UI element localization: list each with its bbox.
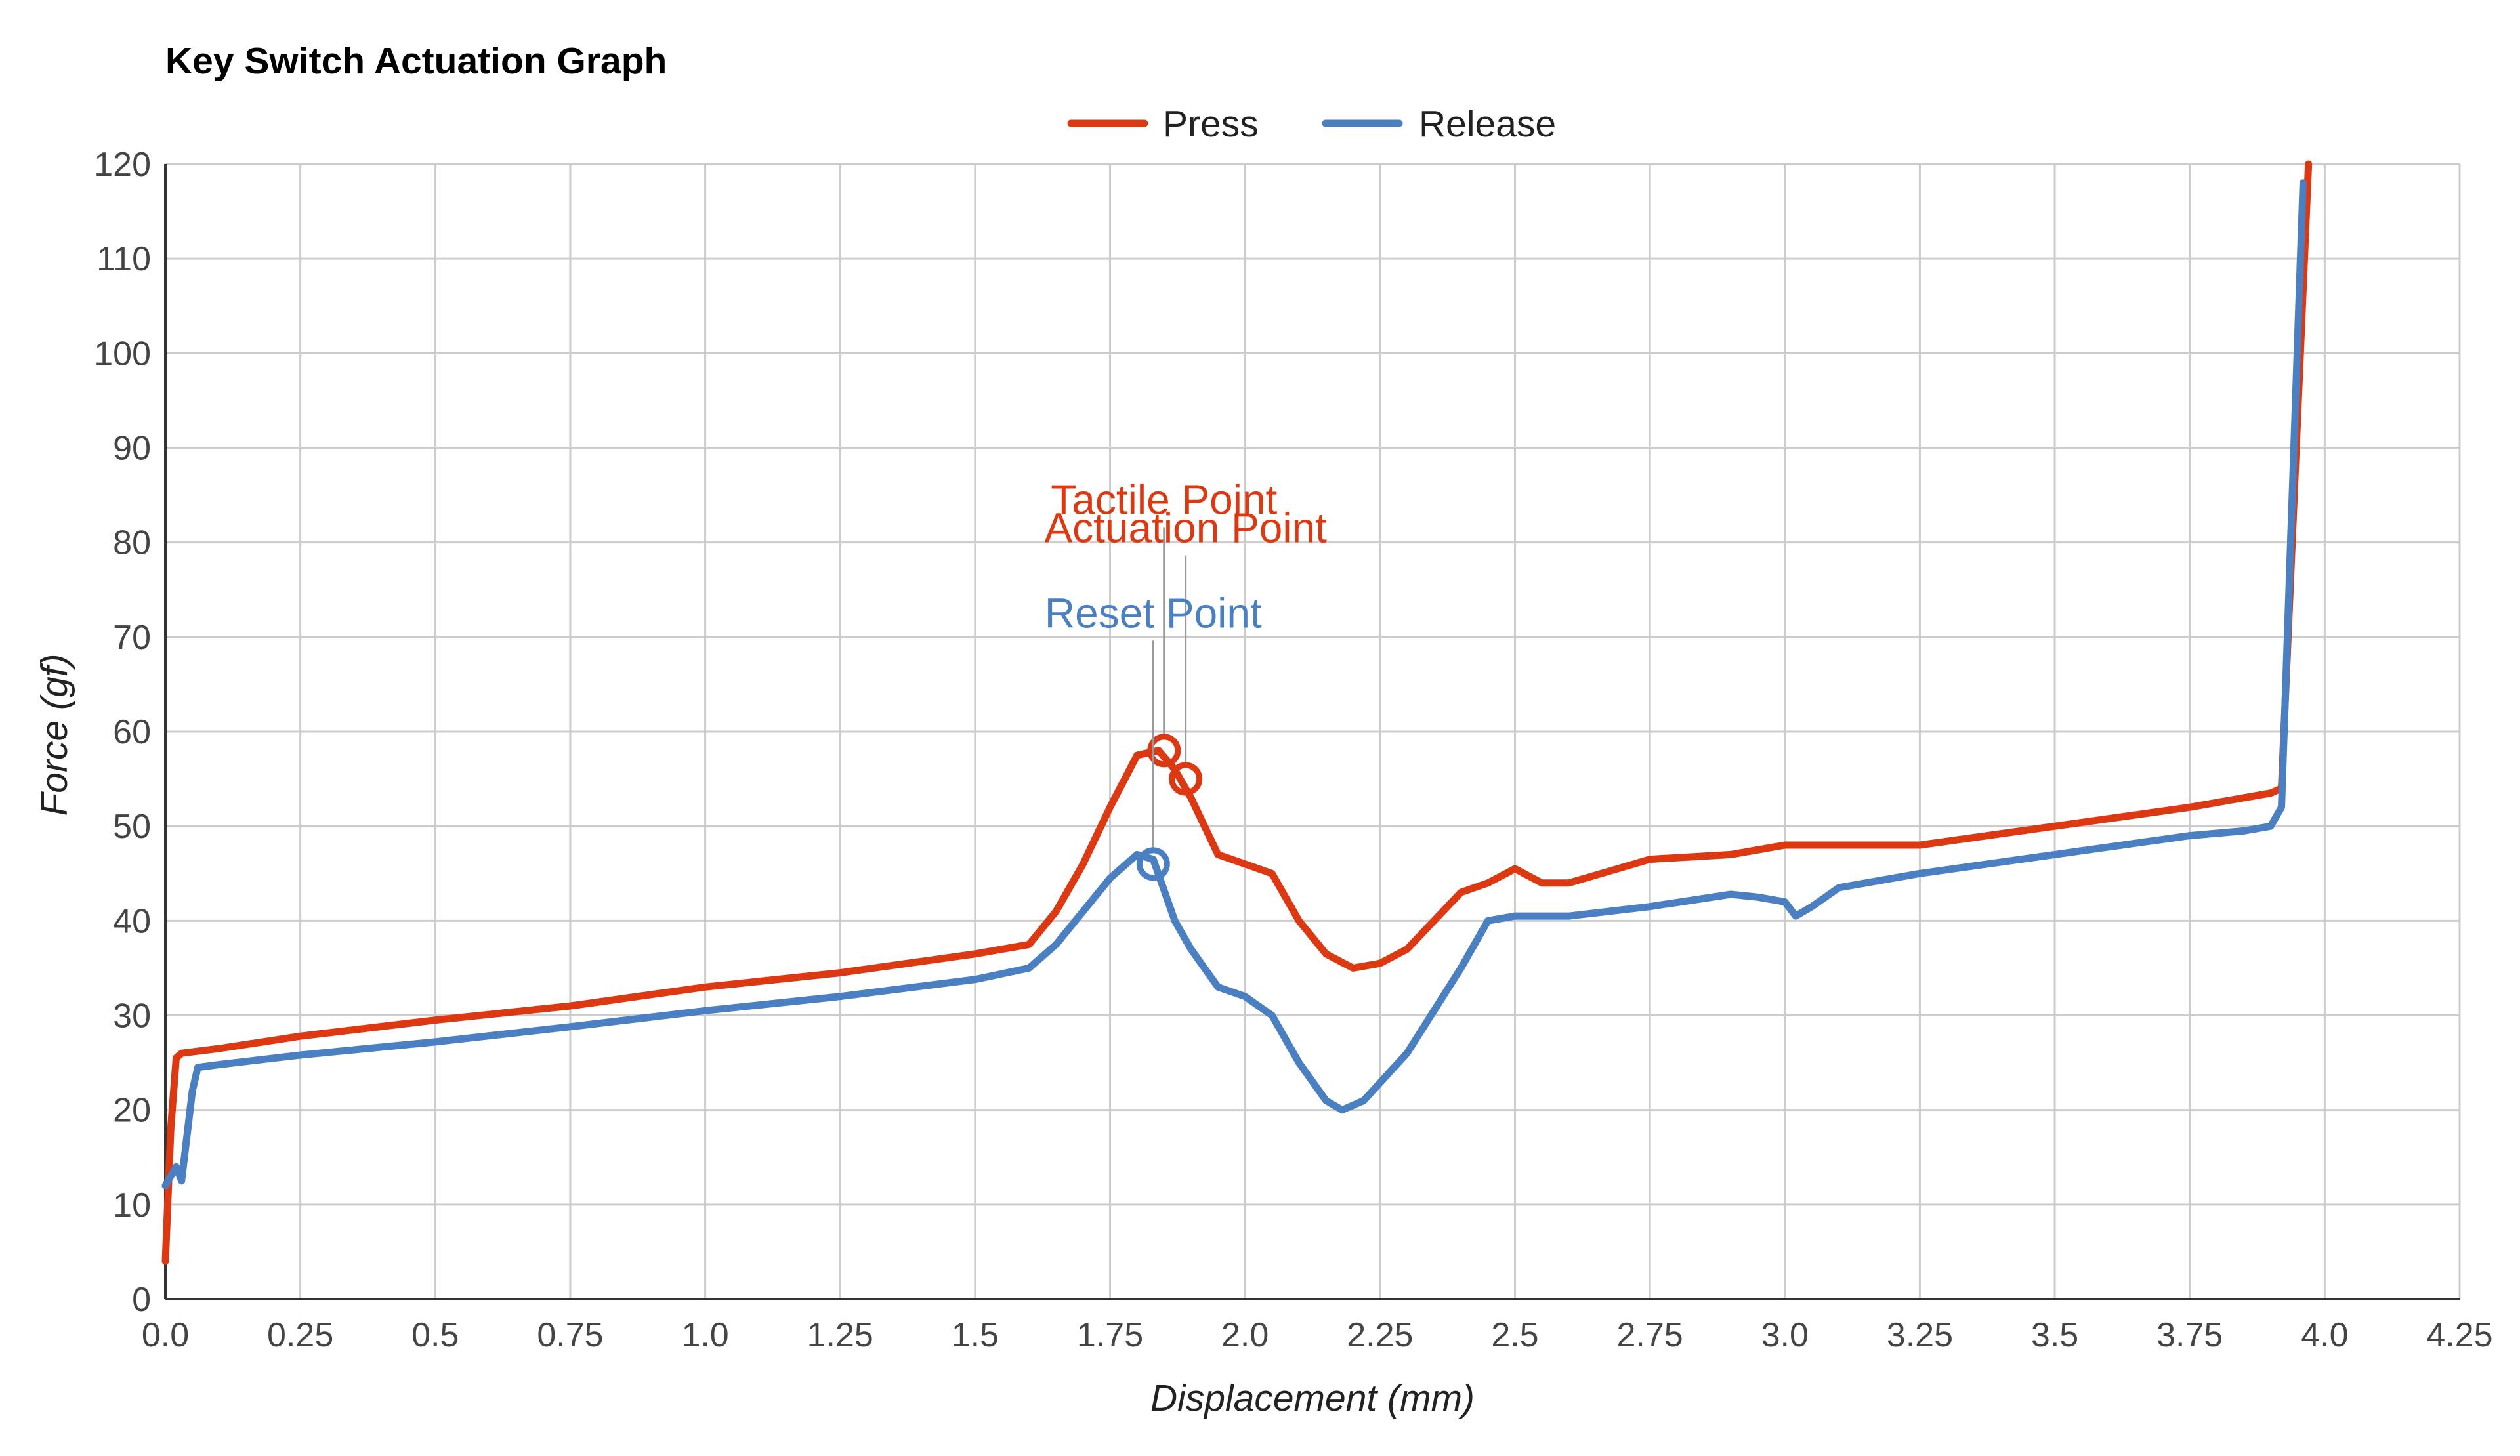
x-tick-label: 0.5	[411, 1316, 459, 1354]
x-tick-label: 2.25	[1347, 1316, 1413, 1354]
y-tick-label: 100	[94, 335, 151, 373]
legend-item-press: Press	[1067, 103, 1259, 145]
series-line-press	[161, 160, 2313, 1265]
axis-layer: 0 10 20 30 40 50 60 70 80 90 100 110 120 0.0 0.25 0.5 0.…	[94, 146, 2492, 1354]
annotation-marker-actuation-point	[1169, 762, 1203, 796]
annotation-label-actuation-point: Actuation Point	[1044, 505, 1327, 552]
annotation-marker-reset-point	[1136, 847, 1170, 881]
x-tick-label: 2.5	[1491, 1316, 1538, 1354]
x-tick-label: 3.0	[1761, 1316, 1809, 1354]
x-axis-label: Displacement (mm)	[1150, 1377, 1475, 1419]
x-tick-label: 0.75	[537, 1316, 603, 1354]
grid-layer	[164, 163, 2461, 1299]
legend-label-press: Press	[1163, 103, 1259, 145]
x-tick-label: 4.25	[2426, 1316, 2492, 1354]
y-tick-label: 40	[113, 902, 151, 940]
x-tick-label: 1.75	[1077, 1316, 1143, 1354]
x-tick-label: 2.0	[1221, 1316, 1269, 1354]
y-tick-label: 110	[96, 240, 151, 278]
y-tick-label: 20	[113, 1092, 151, 1130]
y-tick-label: 30	[113, 997, 151, 1035]
x-tick-label: 3.75	[2156, 1316, 2223, 1354]
x-tick-label: 4.0	[2301, 1316, 2348, 1354]
chart-title: Key Switch Actuation Graph	[165, 40, 667, 82]
y-tick-label: 50	[113, 808, 151, 846]
y-tick-label: 80	[113, 524, 151, 562]
series-line-release	[161, 179, 2307, 1190]
legend-item-release: Release	[1322, 103, 1556, 145]
y-tick-label: 10	[113, 1186, 151, 1224]
series-layer	[161, 160, 2313, 1265]
annotation-label-reset-point: Reset Point	[1045, 589, 1262, 636]
y-tick-label: 0	[132, 1281, 151, 1319]
x-tick-label: 3.25	[1887, 1316, 1953, 1354]
y-axis-label: Force (gf)	[33, 654, 75, 816]
x-tick-label: 0.25	[267, 1316, 333, 1354]
annotation-label-tactile-point: Tactile Point	[1051, 476, 1277, 523]
x-tick-label: 2.75	[1617, 1316, 1683, 1354]
x-tick-label: 3.5	[2031, 1316, 2078, 1354]
annotation-marker-tactile-point	[1147, 734, 1181, 768]
x-tick-label: 0.0	[142, 1316, 189, 1354]
x-tick-label: 1.25	[807, 1316, 873, 1354]
y-tick-label: 60	[113, 713, 151, 751]
x-tick-label: 1.0	[681, 1316, 728, 1354]
y-tick-label: 70	[113, 619, 151, 657]
legend-label-release: Release	[1419, 103, 1556, 145]
y-tick-label: 90	[113, 430, 151, 468]
y-tick-label: 120	[94, 146, 151, 184]
x-tick-label: 1.5	[952, 1316, 999, 1354]
legend: Press Release	[1067, 103, 1556, 145]
